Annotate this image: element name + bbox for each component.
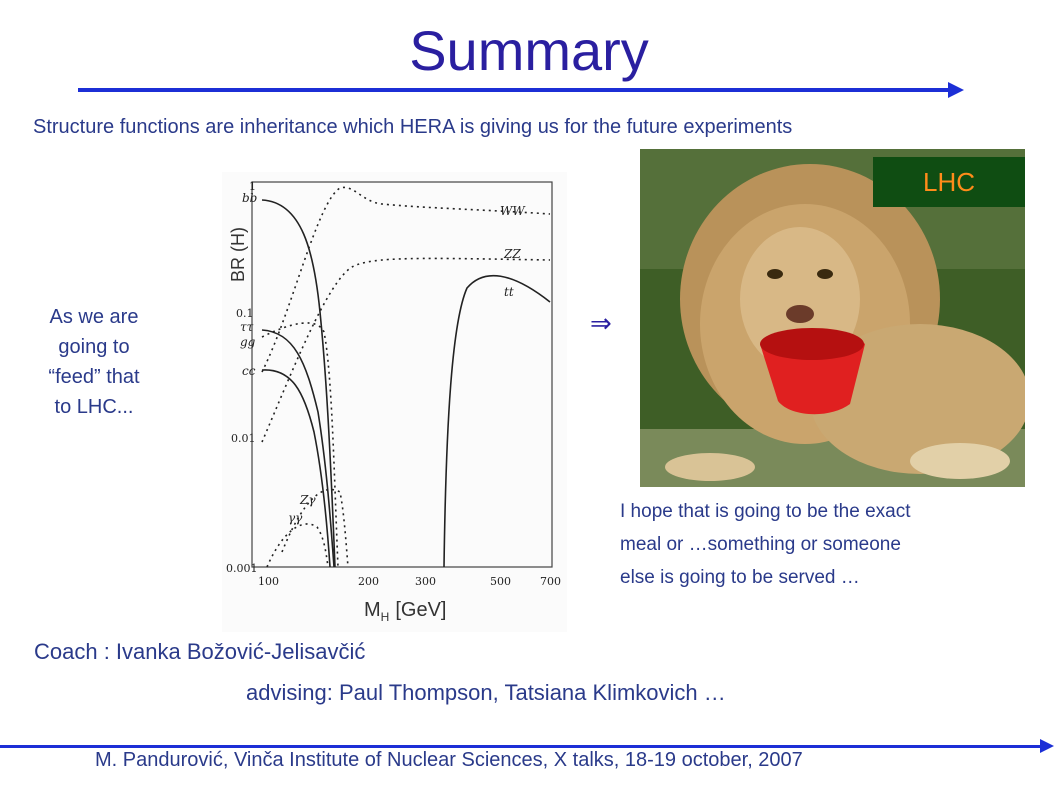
curve-label-bb: bb — [242, 191, 257, 205]
curve-tt — [443, 274, 551, 568]
curve-zz — [261, 257, 551, 443]
curve-label-gammagamma: γγ — [288, 511, 303, 525]
hope-text: I hope that is going to be the exact mea… — [620, 495, 1055, 594]
feed-line: As we are — [49, 306, 139, 328]
y-axis-label: BR (H) — [228, 227, 248, 282]
x-tick: 700 — [540, 575, 561, 588]
title-underline-arrow — [78, 88, 950, 92]
x-tick: 500 — [490, 575, 511, 588]
curve-ww — [261, 186, 551, 373]
curve-bb — [261, 199, 336, 568]
coach-text: Coach : Ivanka Božović-Jelisavčić — [34, 639, 366, 664]
hope-line: else is going to be served … — [620, 567, 860, 588]
feed-line: “feed” that — [48, 366, 140, 388]
plot-frame — [251, 181, 553, 568]
curve-label-zgamma: Zγ — [299, 493, 316, 507]
y-tick: 1 — [249, 180, 256, 193]
x-axis-label: MH [GeV] — [364, 599, 446, 624]
slide-title: Summary — [409, 19, 649, 82]
curve-label-tt: tt — [504, 285, 514, 299]
higgs-branching-ratio-chart: BR (H) 1 0.1 0.01 0.001 100 200 300 500 … — [222, 172, 567, 632]
feed-text: As we are going to “feed” that to LHC... — [24, 302, 164, 422]
curve-cc — [261, 369, 331, 568]
implies-arrow-icon: ⇒ — [590, 308, 612, 338]
advising-text: advising: Paul Thompson, Tatsiana Klimko… — [246, 680, 726, 705]
curve-label-cc: cc — [242, 364, 256, 378]
curve-gg — [261, 322, 339, 568]
y-tick: 0.1 — [236, 307, 254, 320]
hope-line: meal or …something or someone — [620, 534, 901, 555]
feed-line: going to — [58, 336, 130, 358]
y-tick: 0.01 — [231, 432, 256, 445]
title-arrowhead — [948, 82, 964, 98]
lhc-label: LHC — [873, 157, 1025, 207]
hope-line: I hope that is going to be the exact — [620, 501, 911, 522]
footer-arrow-line — [0, 745, 1042, 748]
feed-line: to LHC... — [54, 396, 134, 418]
curve-label-zz: ZZ — [503, 247, 521, 261]
curve-label-tautau: ττ — [240, 320, 254, 334]
y-tick: 0.001 — [226, 562, 258, 575]
footer-arrowhead — [1040, 739, 1054, 753]
lion-with-red-bowl-photo — [640, 149, 1025, 487]
curve-label-gg: gg — [240, 335, 256, 349]
x-tick: 100 — [258, 575, 279, 588]
x-tick: 200 — [358, 575, 379, 588]
footer-text: M. Pandurović, Vinča Institute of Nuclea… — [95, 749, 803, 771]
curve-tautau — [261, 329, 335, 568]
x-tick: 300 — [415, 575, 436, 588]
curve-zgamma — [281, 488, 349, 568]
intro-text: Structure functions are inheritance whic… — [33, 116, 793, 138]
